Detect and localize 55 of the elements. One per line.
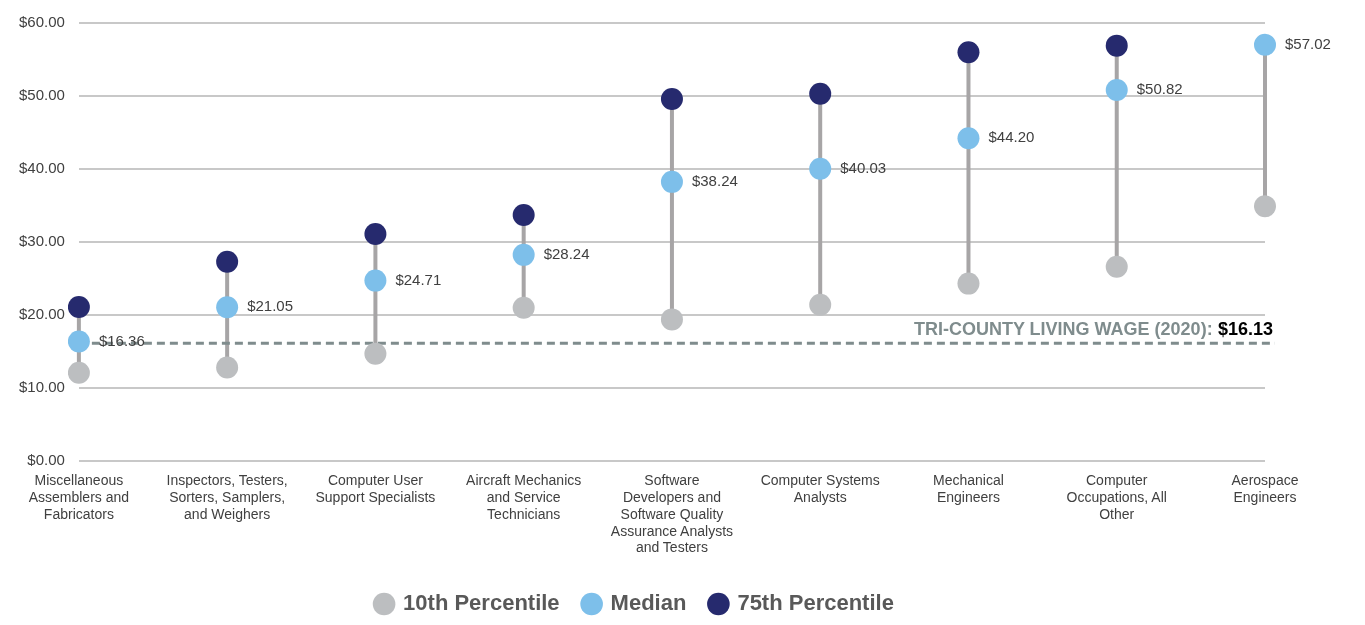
y-tick-label: $0.00	[27, 451, 65, 469]
point	[67, 361, 90, 384]
x-tick-label: Computer Systems Analysts	[760, 472, 880, 506]
legend-label: 10th Percentile	[403, 590, 560, 616]
point	[660, 308, 683, 331]
data-label: $50.82	[1136, 80, 1183, 98]
y-tick-label: $50.00	[18, 86, 65, 104]
data-label: $16.36	[98, 331, 145, 349]
x-tick-label: Computer Occupations, All Other	[1066, 472, 1167, 522]
y-tick-label: $30.00	[18, 232, 65, 250]
y-tick-label: $20.00	[18, 305, 65, 323]
point	[364, 222, 387, 245]
point	[809, 293, 832, 316]
point	[809, 157, 832, 180]
point	[67, 330, 90, 353]
point	[809, 82, 832, 105]
ref-line-label: TRI-COUNTY LIVING WAGE (2020): $16.13	[913, 319, 1274, 340]
point	[1105, 255, 1128, 278]
point	[216, 356, 239, 379]
point	[1105, 34, 1128, 57]
point	[216, 296, 239, 319]
point	[364, 342, 387, 365]
y-tick-label: $40.00	[18, 159, 65, 177]
point	[67, 295, 90, 318]
data-label: $21.05	[247, 297, 294, 315]
data-label: $24.71	[395, 270, 442, 288]
y-tick-label: $60.00	[18, 13, 65, 31]
data-label: $28.24	[543, 244, 590, 262]
data-label: $40.03	[840, 158, 887, 176]
point	[512, 243, 535, 266]
point	[660, 170, 683, 193]
point	[1254, 33, 1276, 56]
point	[660, 87, 683, 110]
point	[216, 250, 239, 273]
x-tick-label: Mechanical Engineers	[933, 472, 1004, 506]
data-label: $44.20	[988, 128, 1035, 146]
point	[512, 296, 535, 319]
y-tick-label: $10.00	[18, 378, 65, 396]
point	[957, 127, 980, 150]
point	[957, 41, 980, 64]
legend-label: Median	[610, 590, 687, 616]
point	[1254, 195, 1276, 218]
data-label: $38.24	[691, 171, 738, 189]
x-tick-label: Software Developers and Software Quality Assurance Analysts and Testers	[610, 472, 734, 556]
point	[1105, 79, 1128, 102]
x-tick-label: Miscellaneous Assemblers and Fabricators	[28, 472, 130, 522]
x-tick-label: Computer User Support Specialists	[315, 472, 436, 506]
x-tick-label: Aerospace Engineers	[1231, 472, 1299, 506]
x-tick-label: Inspectors, Testers, Sorters, Samplers, and Weighers	[166, 472, 288, 522]
data-label: $57.02	[1285, 34, 1331, 52]
x-tick-label: Aircraft Mechanics and Service Technicians	[466, 472, 582, 522]
point	[512, 203, 535, 226]
point	[957, 272, 980, 295]
legend-label: 75th Percentile	[737, 590, 894, 616]
point	[364, 269, 387, 292]
